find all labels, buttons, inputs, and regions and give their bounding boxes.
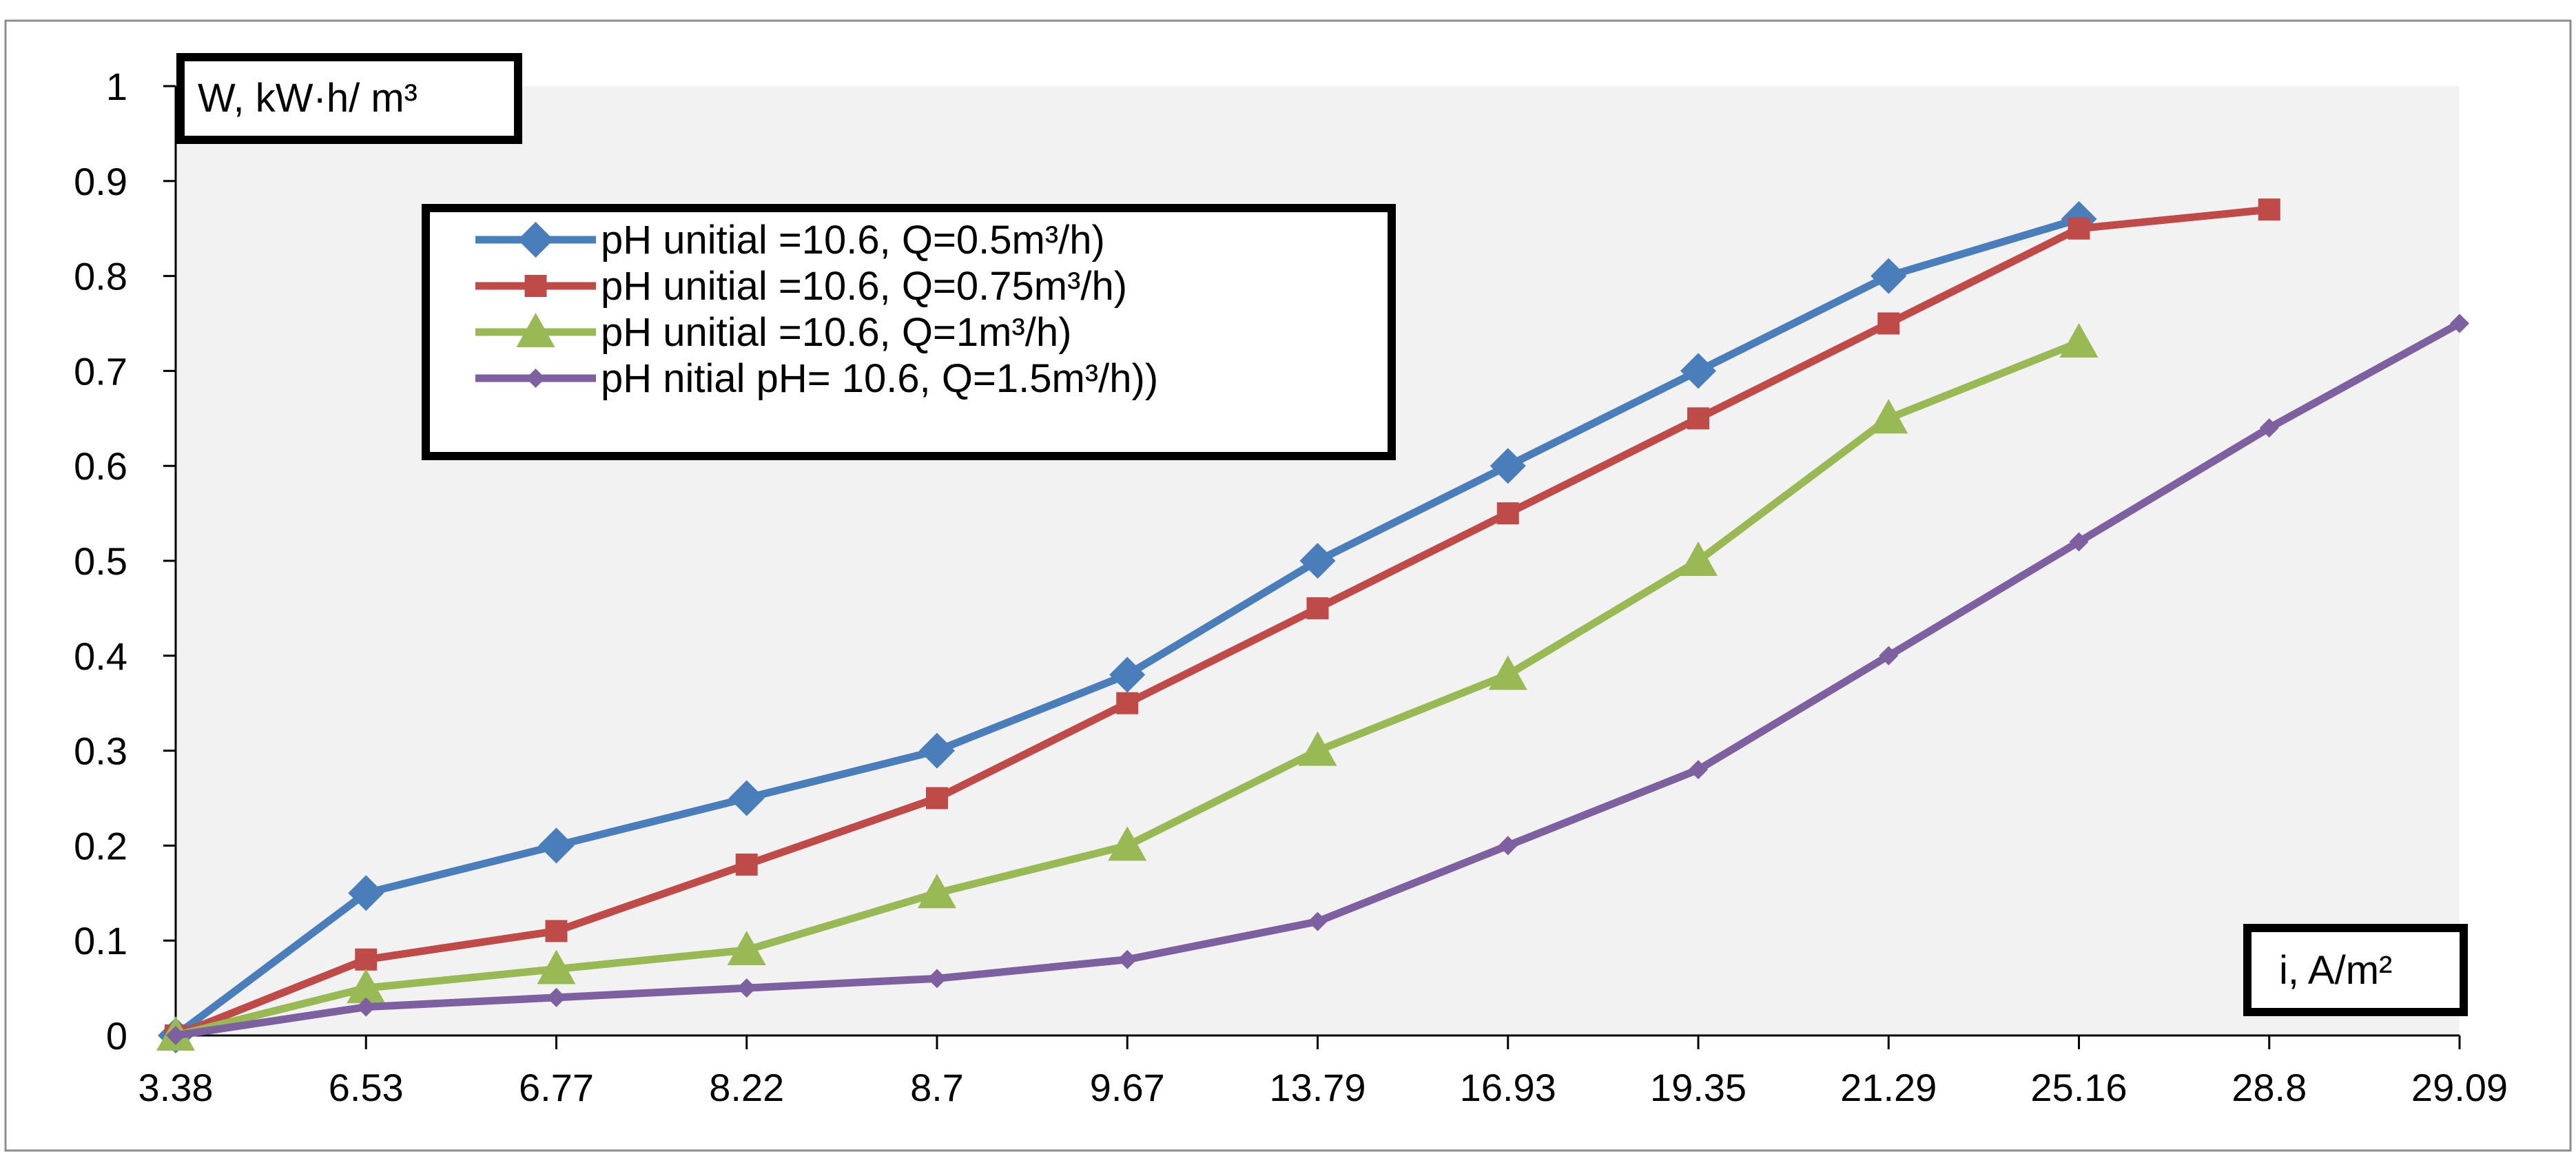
data-point <box>1679 542 1718 576</box>
data-point <box>1108 826 1147 861</box>
data-point <box>546 987 566 1007</box>
x-tick-label: 25.16 <box>2030 1066 2127 1109</box>
x-tick-label: 9.67 <box>1090 1066 1165 1109</box>
legend-swatch-marker <box>524 275 547 297</box>
data-point <box>1869 399 1908 434</box>
series-line <box>174 205 2270 1040</box>
series-3 <box>156 323 2099 1051</box>
series-layer <box>156 198 2469 1053</box>
xlabel: i, A/m² <box>2279 948 2392 993</box>
legend-swatch-marker <box>517 222 554 258</box>
data-point <box>1680 353 1716 389</box>
data-point <box>1299 543 1336 579</box>
data-point <box>1689 760 1708 780</box>
y-axis: 0 0.1 0.2 0.3 0.4 0.5 0.6 0.7 0.8 0.9 1 <box>74 65 177 1058</box>
x-tick-label: 8.7 <box>910 1066 964 1109</box>
x-tick-label: 29.09 <box>2411 1066 2508 1109</box>
data-point <box>347 969 386 1004</box>
legend-swatch-marker <box>526 369 546 388</box>
x-tick-label: 13.79 <box>1269 1066 1366 1109</box>
data-point <box>1117 949 1137 969</box>
y-tick-label: 0.9 <box>74 160 127 203</box>
x-axis: 3.38 6.53 6.77 8.22 8.7 9.67 13.79 16.93 19.35 21… <box>138 1034 2508 1109</box>
legend-item: pH unitial =10.6, Q=1m³/h) <box>475 310 1071 355</box>
data-point <box>736 978 756 998</box>
data-point <box>545 920 568 942</box>
y-tick-label: 0.2 <box>74 824 127 867</box>
xlabel-box: i, A/m² <box>2243 924 2468 1016</box>
x-tick-label: 21.29 <box>1840 1066 1937 1109</box>
data-point <box>1687 407 1709 430</box>
y-tick-label: 0.8 <box>74 255 127 298</box>
legend-item: pH nitial pH= 10.6, Q=1.5m³/h)) <box>475 356 1158 401</box>
legend-label: pH unitial =10.6, Q=0.75m³/h) <box>601 264 1127 309</box>
data-point <box>1879 646 1899 666</box>
y-tick-label: 0.1 <box>74 919 127 962</box>
data-point <box>348 875 384 911</box>
data-point <box>1298 731 1337 766</box>
legend-label: pH unitial =10.6, Q=1m³/h) <box>601 310 1071 355</box>
y-tick-label: 1 <box>106 65 127 108</box>
data-point <box>1488 655 1527 690</box>
data-point <box>1308 911 1328 931</box>
legend-item: pH unitial =10.6, Q=0.75m³/h) <box>475 264 1127 309</box>
data-point <box>2069 532 2089 552</box>
data-point <box>926 787 948 810</box>
data-point <box>356 997 376 1017</box>
data-point <box>1490 448 1526 484</box>
data-point <box>918 874 956 909</box>
data-point <box>355 948 378 971</box>
x-tick-label: 6.77 <box>519 1066 594 1109</box>
y-tick-label: 0 <box>106 1014 127 1058</box>
y-tick-label: 0.5 <box>74 539 127 583</box>
series-2 <box>165 198 2280 1047</box>
legend-item: pH unitial =10.6, Q=0.5m³/h) <box>475 218 1105 262</box>
data-point <box>2258 198 2280 221</box>
data-point <box>1877 312 1900 335</box>
x-tick-label: 19.35 <box>1650 1066 1746 1109</box>
y-tick-label: 0.7 <box>74 349 127 393</box>
data-point <box>1498 836 1518 856</box>
data-point <box>538 827 575 864</box>
data-point <box>1109 657 1146 693</box>
legend-label: pH nitial pH= 10.6, Q=1.5m³/h)) <box>601 356 1158 401</box>
data-point <box>2259 418 2279 438</box>
data-point <box>537 949 576 984</box>
y-tick-label: 0.4 <box>74 635 127 678</box>
data-point <box>1871 258 1907 294</box>
legend-swatch-marker <box>516 313 555 347</box>
x-tick-label: 16.93 <box>1460 1066 1556 1109</box>
data-point <box>1116 692 1139 714</box>
data-point <box>166 1026 185 1045</box>
y-tick-label: 0.6 <box>74 444 127 488</box>
data-point <box>728 780 765 816</box>
data-point <box>727 930 766 965</box>
data-point <box>2059 323 2099 358</box>
x-tick-label: 3.38 <box>138 1066 214 1109</box>
ylabel: W, kW·h/ m³ <box>198 76 418 121</box>
legend-label: pH unitial =10.6, Q=0.5m³/h) <box>601 218 1105 262</box>
x-tick-label: 28.8 <box>2232 1066 2307 1109</box>
x-tick-label: 8.22 <box>709 1066 784 1109</box>
data-point <box>2068 217 2090 240</box>
data-point <box>735 853 758 876</box>
legend: pH unitial =10.6, Q=0.5m³/h)pH unitial =… <box>422 204 1396 460</box>
ylabel-box: W, kW·h/ m³ <box>176 53 522 144</box>
data-point <box>2450 313 2469 333</box>
data-point <box>919 732 955 769</box>
data-point <box>927 969 947 989</box>
data-point <box>1306 597 1329 619</box>
series-4 <box>166 313 2469 1045</box>
x-tick-label: 6.53 <box>329 1066 404 1109</box>
data-point <box>1496 502 1519 525</box>
y-tick-label: 0.3 <box>74 730 127 773</box>
